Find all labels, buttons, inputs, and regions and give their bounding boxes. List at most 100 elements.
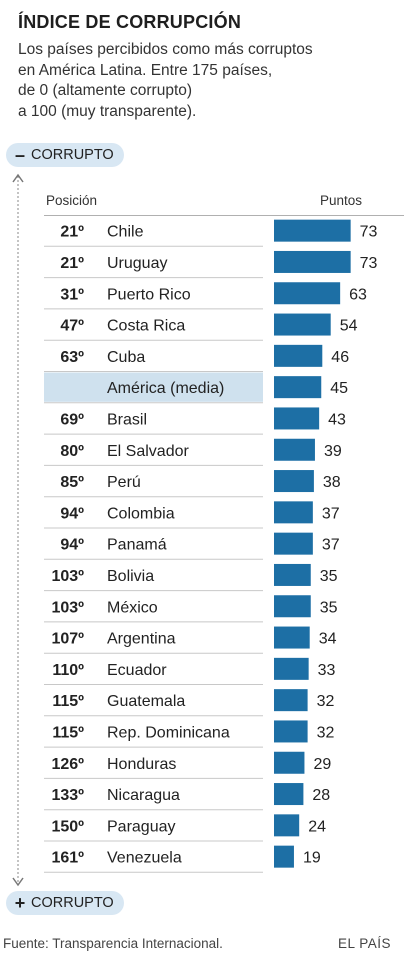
header-divider	[44, 215, 404, 216]
country-label: Chile	[107, 224, 144, 241]
rank-label: 69º	[60, 411, 84, 428]
rank-label: 133º	[51, 787, 84, 804]
bar	[274, 814, 300, 837]
value-label: 63	[349, 286, 367, 303]
value-label: 38	[323, 474, 341, 491]
rank-label: 80º	[60, 443, 84, 460]
rank-label: 63º	[60, 349, 84, 366]
plus-icon: +	[14, 893, 26, 913]
points-column-header: Puntos	[320, 193, 363, 208]
less-corrupt-legend: – CORRUPTO	[6, 143, 124, 167]
country-label: México	[107, 599, 158, 616]
country-label: Panamá	[107, 537, 167, 554]
country-label: Guatemala	[107, 693, 185, 710]
rank-label: 47º	[60, 318, 84, 335]
country-label: Rep. Dominicana	[107, 724, 230, 741]
country-label: Paraguay	[107, 818, 176, 835]
value-label: 35	[320, 568, 338, 585]
bar	[274, 563, 311, 586]
subtitle-line: de 0 (altamente corrupto)	[18, 82, 193, 99]
rank-label: 110º	[52, 662, 84, 679]
rank-label: 161º	[51, 850, 84, 867]
rank-label: 107º	[51, 631, 84, 648]
value-label: 54	[340, 318, 358, 335]
value-label: 37	[322, 537, 340, 554]
more-corrupt-legend: + CORRUPTO	[6, 891, 124, 915]
corruption-bar-chart: 21º Chile 73 21º Uruguay 73 31º Puerto Rico 63 47…	[44, 219, 378, 873]
bar	[274, 344, 323, 367]
value-label: 19	[303, 850, 321, 867]
rank-label: 21º	[60, 224, 84, 241]
bar	[274, 845, 294, 868]
value-label: 45	[330, 380, 348, 397]
less-corrupt-label: CORRUPTO	[31, 147, 114, 163]
value-label: 37	[322, 505, 340, 522]
value-label: 73	[360, 255, 378, 272]
value-label: 24	[308, 818, 326, 835]
rank-label: 126º	[51, 756, 84, 773]
value-label: 73	[360, 224, 378, 241]
country-label: Argentina	[107, 631, 176, 648]
country-label: Honduras	[107, 756, 176, 773]
country-label: Puerto Rico	[107, 286, 191, 303]
country-label: América (media)	[107, 380, 224, 397]
rank-label: 31º	[60, 286, 84, 303]
bar	[274, 250, 351, 273]
rank-label: 85º	[60, 474, 84, 491]
bar	[274, 313, 331, 336]
bar	[274, 689, 308, 712]
corruption-scale-arrow-icon	[12, 173, 24, 887]
value-label: 39	[324, 443, 342, 460]
country-label: Colombia	[107, 505, 175, 522]
bar	[274, 219, 351, 242]
bar	[274, 626, 310, 649]
rank-label: 103º	[51, 599, 84, 616]
rank-label: 94º	[60, 505, 84, 522]
subtitle-line: a 100 (muy transparente).	[18, 102, 197, 120]
value-label: 29	[313, 756, 331, 773]
bar	[274, 470, 314, 493]
country-label: Brasil	[107, 411, 147, 428]
bar	[274, 751, 305, 774]
country-label: Venezuela	[107, 850, 182, 867]
bar	[274, 657, 309, 680]
country-label: Bolivia	[107, 568, 154, 585]
rank-label: 115º	[52, 693, 84, 710]
brand-logo: EL PAÍS	[338, 936, 392, 951]
source-note: Fuente: Transparencia Internacional.	[3, 936, 223, 951]
bar	[274, 282, 341, 305]
chart-subtitle: Los países percibidos como más corruptos…	[18, 40, 398, 122]
more-corrupt-label: CORRUPTO	[31, 895, 114, 911]
rank-label: 103º	[51, 568, 84, 585]
value-label: 33	[318, 662, 336, 679]
country-label: Cuba	[107, 349, 145, 366]
bar	[274, 501, 313, 524]
position-column-header: Posición	[46, 193, 98, 208]
bar	[274, 438, 315, 461]
country-label: Ecuador	[107, 662, 167, 679]
subtitle-line: en América Latina. Entre 175 países,	[18, 61, 273, 79]
subtitle-line: Los países percibidos como más corruptos	[18, 41, 313, 58]
bar	[274, 720, 308, 743]
rank-label: 21º	[60, 255, 84, 272]
country-label: El Salvador	[107, 443, 189, 460]
rank-label: 115º	[52, 724, 84, 741]
rank-label: 94º	[60, 537, 84, 554]
value-label: 34	[319, 631, 337, 648]
bar	[274, 407, 320, 430]
bar	[274, 376, 322, 399]
country-label: Uruguay	[107, 255, 167, 272]
value-label: 32	[317, 724, 335, 741]
value-label: 35	[320, 599, 338, 616]
value-label: 32	[317, 693, 335, 710]
country-label: Perú	[107, 474, 141, 491]
value-label: 43	[328, 411, 346, 428]
value-label: 28	[312, 787, 330, 804]
minus-icon: –	[14, 145, 25, 165]
bar	[274, 783, 304, 806]
rank-label: 150º	[51, 818, 84, 835]
country-label: Costa Rica	[107, 318, 185, 335]
value-label: 46	[331, 349, 349, 366]
bar	[274, 532, 313, 555]
chart-title: ÍNDICE DE CORRUPCIÓN	[18, 12, 242, 32]
